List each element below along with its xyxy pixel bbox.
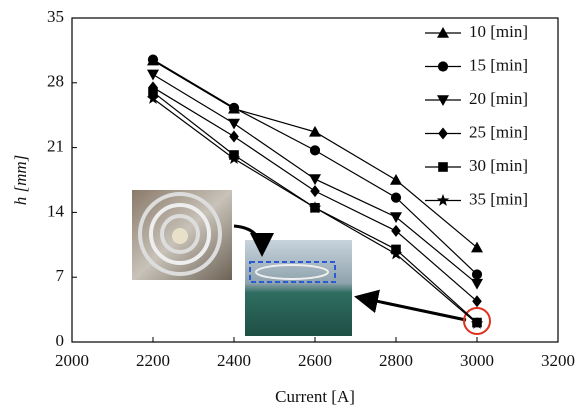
x-tick-label: 2600 <box>298 351 332 370</box>
y-tick-label: 28 <box>47 72 64 91</box>
y-tick-label: 21 <box>47 137 64 156</box>
y-tick-label: 14 <box>47 201 65 220</box>
y-tick-label: 35 <box>47 7 64 26</box>
legend-label: 30 [min] <box>469 156 528 175</box>
x-tick-label: 2800 <box>379 351 413 370</box>
data-point <box>390 174 402 185</box>
chart: Current [A] h [mm] 0 7 14 21 28 35 2000 2200 240… <box>0 0 579 412</box>
legend-label: 20 [min] <box>469 89 528 108</box>
inset-photo-top-view <box>132 190 232 280</box>
legend-label: 25 [min] <box>469 122 528 141</box>
x-tick-label: 2400 <box>217 351 251 370</box>
data-point <box>310 145 320 155</box>
data-point <box>228 119 240 130</box>
x-tick-label: 3200 <box>541 351 575 370</box>
legend-marker <box>438 162 448 172</box>
legend-marker <box>438 61 448 71</box>
data-point <box>391 192 401 202</box>
legend-marker <box>437 194 450 206</box>
legend-label: 15 [min] <box>469 55 528 74</box>
data-point <box>148 55 158 65</box>
data-point <box>390 212 402 223</box>
x-tick-label: 3000 <box>460 351 494 370</box>
legend-label: 10 [min] <box>469 22 528 41</box>
data-point <box>472 295 482 307</box>
legend-label: 35 [min] <box>469 189 528 208</box>
data-point <box>391 225 401 237</box>
x-axis-label: Current [A] <box>275 387 355 406</box>
y-axis-label: h [mm] <box>11 155 30 206</box>
x-tick-label: 2200 <box>136 351 170 370</box>
inset-photo-side-view <box>245 240 352 336</box>
data-point <box>471 242 483 253</box>
data-point <box>147 70 159 81</box>
data-point <box>229 130 239 142</box>
y-tick-label: 0 <box>56 331 65 350</box>
data-point <box>471 279 483 290</box>
data-point <box>229 103 239 113</box>
legend-marker <box>438 128 448 140</box>
data-point <box>472 269 482 279</box>
data-point <box>310 185 320 197</box>
y-tick-label: 7 <box>56 266 65 285</box>
data-point <box>309 174 321 185</box>
x-tick-label: 2000 <box>55 351 89 370</box>
